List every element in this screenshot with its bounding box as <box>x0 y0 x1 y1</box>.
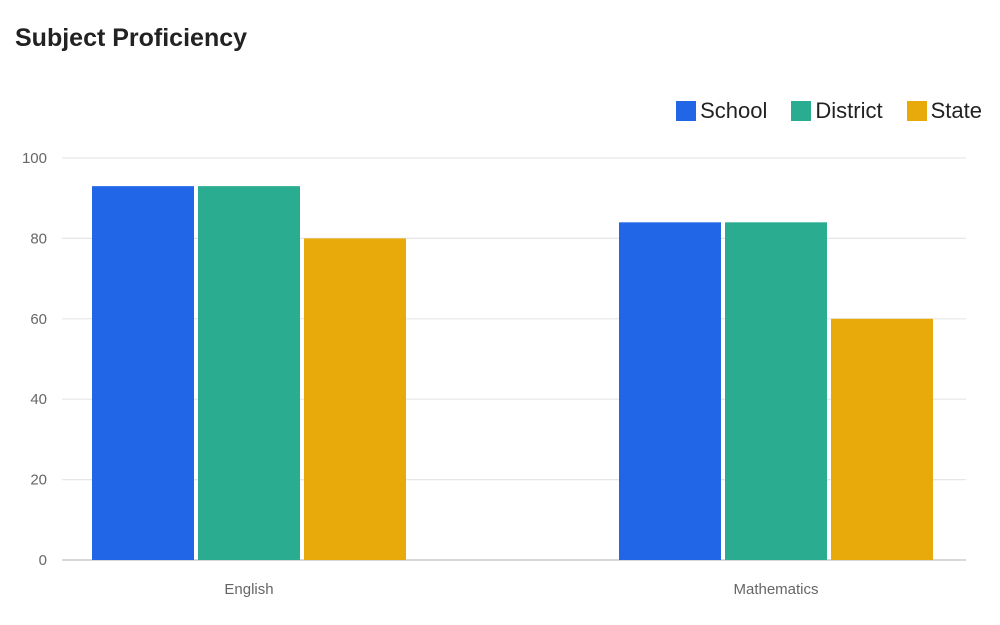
legend-swatch-district <box>791 101 812 121</box>
legend-label-state: State <box>930 98 982 123</box>
legend-label-school: School <box>700 98 768 123</box>
y-tick-label: 80 <box>30 230 47 247</box>
y-tick-label: 60 <box>30 311 47 328</box>
legend-item-district[interactable]: District <box>791 98 883 124</box>
legend-swatch-state <box>906 101 927 121</box>
bar-school-mathematics <box>619 222 721 560</box>
chart-title: Subject Proficiency <box>15 24 248 52</box>
y-tick-label: 40 <box>30 391 47 408</box>
y-tick-label: 20 <box>30 472 47 489</box>
x-tick-label: English <box>224 581 273 598</box>
x-tick-label: Mathematics <box>733 581 818 598</box>
y-tick-label: 0 <box>39 552 47 569</box>
legend-item-school[interactable]: School <box>676 98 767 124</box>
bar-state-english <box>304 238 406 560</box>
bar-district-english <box>198 186 300 560</box>
bar-state-mathematics <box>831 318 933 560</box>
legend-swatch-school <box>676 101 697 121</box>
legend-item-state[interactable]: State <box>906 98 982 124</box>
legend-label-district: District <box>815 98 883 123</box>
chart-legend: School District State <box>676 98 982 124</box>
bar-district-mathematics <box>725 222 827 560</box>
bar-school-english <box>92 186 194 560</box>
y-tick-label: 100 <box>22 150 47 167</box>
